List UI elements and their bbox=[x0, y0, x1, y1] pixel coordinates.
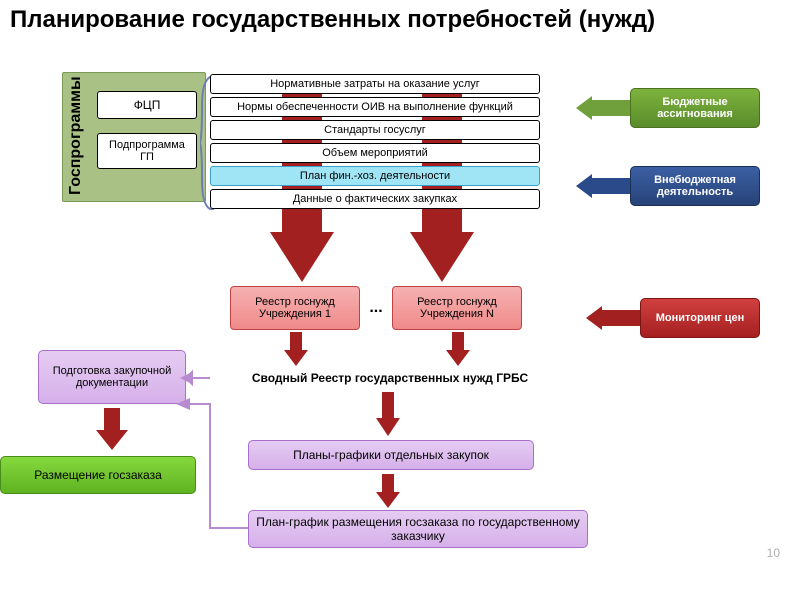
box-offbudget: Внебюджетная деятельность bbox=[630, 166, 760, 206]
box-plans: Планы-графики отдельных закупок bbox=[248, 440, 534, 470]
arrow-offbudget-to-stack bbox=[576, 174, 630, 198]
stack-row-0: Нормативные затраты на оказание услуг bbox=[210, 74, 540, 94]
stack-row-2: Стандарты госуслуг bbox=[210, 120, 540, 140]
stack-row-4: План фин.-хоз. деятельности bbox=[210, 166, 540, 186]
arrow-monitor bbox=[586, 306, 640, 330]
sidebar-label: Госпрограммы bbox=[67, 81, 85, 195]
arrow-prep-down bbox=[96, 408, 128, 450]
page-number: 10 bbox=[767, 546, 780, 560]
arrow-reg1-down bbox=[284, 332, 308, 366]
stack-row-1: Нормы обеспеченности ОИВ на выполнение ф… bbox=[210, 97, 540, 117]
arrow-budget-to-stack bbox=[576, 96, 630, 120]
registry-dots: ... bbox=[364, 298, 388, 318]
sidebar-item-fcp: ФЦП bbox=[97, 91, 197, 119]
box-action: Размещение госзаказа bbox=[0, 456, 196, 494]
sidebar-item-subprogram: Подпрограмма ГП bbox=[97, 133, 197, 169]
registry-box-1: Реестр госнужд Учреждения 1 bbox=[230, 286, 360, 330]
registry-box-n: Реестр госнужд Учреждения N bbox=[392, 286, 522, 330]
box-final: План-график размещения госзаказа по госу… bbox=[248, 510, 588, 548]
title-text: Планирование государственных потребносте… bbox=[10, 6, 655, 33]
page-title: Планирование государственных потребносте… bbox=[10, 6, 770, 34]
summary-line: Сводный Реестр государственных нужд ГРБС bbox=[200, 368, 580, 388]
sidebar-gosprogrammy: Госпрограммы ФЦП Подпрограмма ГП bbox=[62, 72, 206, 202]
arrow-plans-to-final bbox=[376, 474, 400, 508]
box-budget: Бюджетные ассигнования bbox=[630, 88, 760, 128]
stack-row-3: Объем мероприятий bbox=[210, 143, 540, 163]
stack-row-5: Данные о фактических закупках bbox=[210, 189, 540, 209]
box-prep: Подготовка закупочной документации bbox=[38, 350, 186, 404]
arrow-regn-down bbox=[446, 332, 470, 366]
arrow-summary-to-plans bbox=[376, 392, 400, 436]
box-monitor: Мониторинг цен bbox=[640, 298, 760, 338]
